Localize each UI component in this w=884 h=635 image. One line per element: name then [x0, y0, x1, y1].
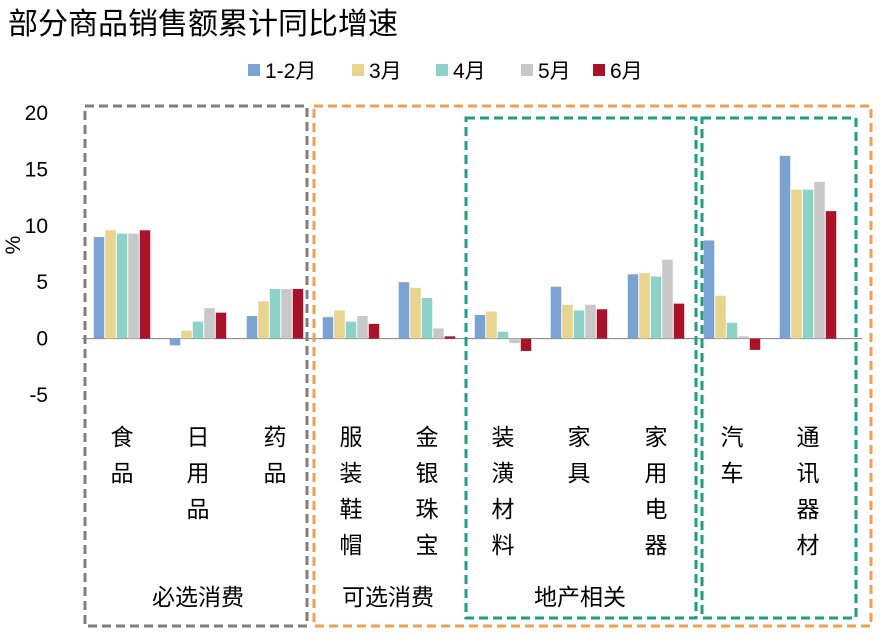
group-boxes [83, 104, 873, 628]
bar-3-4 [368, 323, 380, 339]
bar-0-2 [116, 233, 128, 339]
bar-4-1 [410, 287, 421, 339]
bar-7-2 [650, 276, 662, 339]
bar-2-4 [292, 288, 304, 339]
category-label-3: 服装鞋帽 [340, 425, 363, 559]
category-label-0: 食品 [111, 425, 134, 487]
bar-1-4 [215, 312, 227, 339]
y-tick-3: 5 [36, 271, 48, 294]
bar-5-1 [486, 311, 497, 339]
chart-title: 部分商品销售额累计同比增速 [8, 7, 398, 42]
group-label-2: 地产相关 [534, 585, 626, 611]
bar-2-2 [269, 288, 281, 339]
category-label-5: 装潢材料 [492, 425, 515, 559]
bar-9-4 [825, 211, 837, 339]
bar-6-4 [596, 309, 608, 339]
bar-5-4 [520, 338, 532, 352]
category-label-7: 家用电器 [645, 425, 668, 559]
bar-1-2 [192, 321, 204, 339]
legend-swatch-2 [436, 64, 448, 76]
bar-3-3 [357, 316, 368, 339]
y-axis-ticks: 20 15 10 5 0 -5 [25, 102, 48, 407]
legend-label-4: 6月 [610, 60, 643, 83]
category-label-6: 家具 [568, 425, 591, 487]
group-box-1 [312, 104, 873, 628]
category-label-4: 金银珠宝 [416, 425, 439, 559]
bar-9-2 [802, 189, 814, 339]
bar-0-1 [105, 230, 116, 339]
bar-2-3 [281, 288, 292, 339]
bar-8-3 [738, 336, 749, 339]
y-tick-2: 10 [25, 215, 48, 238]
bar-2-0 [246, 316, 258, 339]
bar-8-0 [703, 240, 715, 339]
bar-6-2 [573, 310, 585, 339]
legend-swatch-3 [521, 64, 533, 76]
legend-label-3: 5月 [538, 60, 571, 83]
bar-5-2 [497, 331, 509, 339]
bar-9-0 [779, 155, 791, 339]
category-label-1: 日用品 [187, 425, 210, 523]
bar-5-3 [509, 338, 520, 344]
legend-label-1: 3月 [369, 60, 402, 83]
legend-swatch-1 [352, 64, 364, 76]
bar-7-0 [627, 274, 639, 339]
bar-4-4 [444, 336, 456, 339]
legend-label-2: 4月 [453, 60, 486, 83]
category-labels: 食品 日用品 药品 服装鞋帽 金银珠宝 装潢材料 家具 家用电器 汽车 通讯器材 [111, 425, 820, 559]
bar-9-3 [814, 181, 825, 339]
bar-7-1 [639, 273, 650, 339]
group-box-3 [700, 116, 858, 620]
y-tick-1: 15 [25, 158, 48, 181]
bar-1-0 [169, 338, 181, 346]
y-tick-5: -5 [29, 384, 48, 407]
bar-3-0 [322, 317, 334, 339]
bar-3-2 [345, 321, 357, 339]
bar-1-3 [204, 308, 215, 339]
y-axis-label-wrap: % [2, 236, 25, 255]
category-label-2: 药品 [264, 425, 287, 487]
group-label-1: 可选消费 [342, 585, 434, 611]
bar-4-3 [433, 328, 444, 339]
legend-label-0: 1-2月 [265, 60, 316, 83]
group-labels: 必选消费 可选消费 地产相关 [152, 585, 626, 611]
bar-8-4 [749, 338, 761, 350]
legend: 1-2月 3月 4月 5月 6月 [248, 60, 643, 83]
bar-0-3 [128, 233, 139, 339]
group-label-0: 必选消费 [152, 585, 244, 611]
bar-7-4 [673, 303, 685, 339]
y-tick-4: 0 [36, 328, 48, 351]
bar-9-1 [791, 189, 802, 339]
bar-2-1 [258, 301, 269, 339]
bar-3-1 [334, 310, 345, 339]
bar-0-0 [93, 237, 105, 339]
bar-8-2 [726, 322, 738, 339]
bar-6-3 [585, 304, 596, 339]
bar-6-1 [562, 304, 573, 339]
bar-0-4 [139, 230, 151, 339]
bar-1-1 [181, 330, 192, 339]
y-tick-0: 20 [25, 102, 48, 125]
bar-4-2 [421, 297, 433, 339]
y-axis-label: % [2, 236, 25, 255]
bars [93, 155, 837, 352]
group-box-0 [83, 104, 309, 628]
bar-7-3 [662, 259, 673, 339]
bar-4-0 [398, 282, 410, 339]
bar-5-0 [474, 314, 486, 339]
bar-6-0 [550, 286, 562, 339]
legend-swatch-0 [248, 64, 260, 76]
category-label-8: 汽车 [721, 425, 744, 487]
category-label-9: 通讯器材 [797, 425, 820, 559]
group-box-2 [464, 116, 698, 620]
bar-8-1 [715, 295, 726, 339]
legend-swatch-4 [593, 64, 605, 76]
